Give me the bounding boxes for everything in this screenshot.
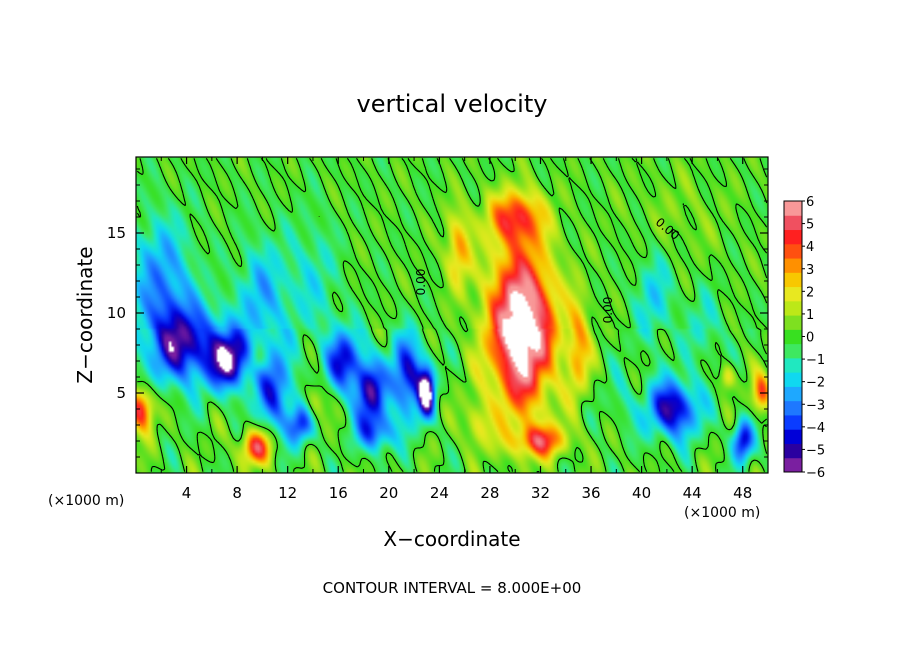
colorbar-tick-label: −2	[806, 376, 825, 391]
heatmap-field	[136, 157, 768, 473]
x-axis-label: X−coordinate	[383, 527, 520, 551]
colorbar-swatch	[784, 429, 802, 444]
x-tick-label: 40	[632, 484, 651, 502]
colorbar-swatch	[784, 315, 802, 330]
colorbar: 6 5 4 3 2 1 0 −1 −2 −3 −4 −5 −6	[783, 195, 825, 481]
colorbar-tick-label: 4	[806, 240, 814, 255]
y-tick-label: 10	[107, 304, 126, 322]
colorbar-tick-label: 6	[806, 195, 814, 210]
velocity-field-image	[136, 157, 768, 473]
colorbar-swatch	[784, 414, 802, 430]
colorbar-tick-label: 5	[806, 218, 814, 233]
x-tick-label: 36	[581, 484, 600, 502]
contour-label: 0.00	[601, 297, 615, 324]
x-tick-label: 16	[329, 484, 348, 502]
y-axis: 5 10 15	[107, 168, 768, 458]
x-tick-label: 4	[182, 484, 192, 502]
colorbar-swatch	[784, 201, 802, 216]
contour-label: 0.00	[414, 269, 428, 296]
y-tick-label: 5	[116, 384, 126, 402]
x-tick-label: 12	[278, 484, 297, 502]
x-tick-label: 8	[232, 484, 242, 502]
colorbar-swatch	[784, 215, 802, 231]
x-tick-label: 48	[733, 484, 752, 502]
colorbar-swatch	[784, 243, 802, 259]
colorbar-tick-label: 3	[806, 263, 814, 278]
x-axis: 4 8 12 16 20 24 28 32 36 40 44 48	[160, 157, 752, 502]
colorbar-tick-label: 1	[806, 308, 814, 323]
colorbar-tick-label: −4	[806, 421, 825, 436]
contour-interval-note: CONTOUR INTERVAL = 8.000E+00	[323, 579, 582, 597]
colorbar-swatch	[784, 457, 802, 473]
colorbar-swatch	[784, 286, 802, 302]
colorbar-swatch	[784, 343, 802, 359]
colorbar-swatch	[784, 443, 802, 459]
colorbar-tick-label: 2	[806, 285, 814, 300]
x-tick-label: 20	[379, 484, 398, 502]
chart-title: vertical velocity	[357, 90, 548, 118]
colorbar-swatch	[784, 400, 802, 416]
x-tick-label: 32	[531, 484, 550, 502]
colorbar-tick-label: −1	[806, 353, 825, 368]
colorbar-swatch	[784, 229, 802, 245]
plot-frame	[135, 156, 769, 474]
colorbar-swatch	[784, 357, 802, 373]
colorbar-tick-label: −5	[806, 443, 825, 458]
contour-line	[136, 157, 768, 473]
x-tick-label: 24	[430, 484, 449, 502]
contour-lines	[136, 157, 768, 473]
colorbar-tick-label: −6	[806, 466, 825, 481]
x-tick-label: 28	[480, 484, 499, 502]
y-tick-label: 15	[107, 224, 126, 242]
x-unit-label: (×1000 m)	[48, 493, 124, 509]
colorbar-tick-label: −3	[806, 398, 825, 413]
y-axis-label: Z−coordinate	[73, 246, 97, 383]
colorbar-swatch	[784, 272, 802, 288]
colorbar-swatch	[784, 386, 802, 402]
colorbar-tick-label: 0	[806, 331, 814, 346]
colorbar-swatch	[784, 329, 802, 345]
colorbar-swatch	[784, 372, 802, 387]
colorbar-swatch	[784, 258, 802, 273]
x-unit-label-right: (×1000 m)	[684, 505, 760, 521]
colorbar-swatch	[784, 300, 802, 316]
x-tick-label: 44	[683, 484, 702, 502]
